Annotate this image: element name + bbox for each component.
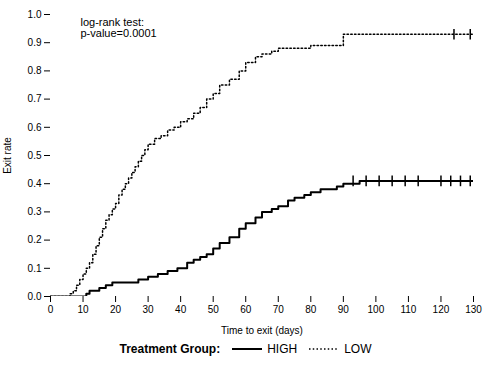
svg-text:70: 70 — [273, 304, 285, 315]
svg-text:1.0: 1.0 — [28, 9, 42, 20]
svg-text:0.4: 0.4 — [28, 178, 42, 189]
svg-text:0.9: 0.9 — [28, 37, 42, 48]
svg-text:40: 40 — [175, 304, 187, 315]
svg-text:130: 130 — [465, 304, 482, 315]
svg-text:0.1: 0.1 — [28, 263, 42, 274]
svg-text:Time to exit (days): Time to exit (days) — [221, 325, 303, 336]
svg-text:50: 50 — [208, 304, 220, 315]
svg-text:60: 60 — [240, 304, 252, 315]
svg-text:0.8: 0.8 — [28, 65, 42, 76]
svg-text:0.3: 0.3 — [28, 206, 42, 217]
html-text:HIGH: HIGH — [267, 342, 298, 356]
svg-text:0.0: 0.0 — [28, 291, 42, 302]
svg-text:Exit rate: Exit rate — [2, 137, 13, 174]
svg-text:0.5: 0.5 — [28, 150, 42, 161]
svg-text:10: 10 — [77, 304, 89, 315]
svg-text:110: 110 — [400, 304, 416, 315]
svg-text:90: 90 — [338, 304, 350, 315]
svg-text:0.6: 0.6 — [28, 122, 42, 133]
svg-text:log-rank test:p-value=0.0001: log-rank test:p-value=0.0001 — [81, 16, 157, 39]
svg-text:100: 100 — [368, 304, 385, 315]
svg-text:0.2: 0.2 — [28, 234, 42, 245]
svg-text:0: 0 — [48, 304, 54, 315]
html-text:LOW: LOW — [344, 342, 372, 356]
svg-text:80: 80 — [305, 304, 317, 315]
svg-text:30: 30 — [143, 304, 155, 315]
svg-text:120: 120 — [433, 304, 450, 315]
html-text:Treatment Group:: Treatment Group: — [119, 342, 221, 356]
svg-text:0.7: 0.7 — [28, 93, 42, 104]
svg-text:20: 20 — [110, 304, 122, 315]
